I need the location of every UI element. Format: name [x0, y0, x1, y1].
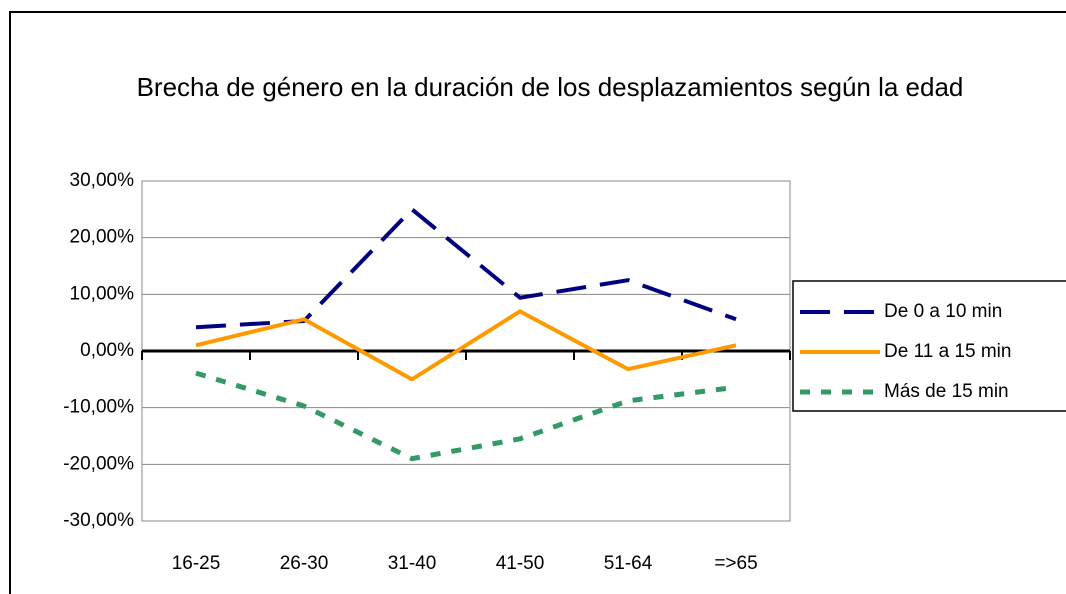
- chart-border: [9, 11, 1066, 594]
- series-line: [195, 309, 737, 382]
- x-tick-label: 26-30: [280, 553, 329, 574]
- x-tick-label: 31-40: [388, 553, 437, 574]
- y-tick-label: -10,00%: [63, 397, 134, 418]
- y-tick-label: 10,00%: [70, 283, 135, 304]
- y-tick-label: -20,00%: [63, 453, 134, 474]
- x-tick-label: 51-64: [604, 553, 653, 574]
- series-line: [195, 370, 737, 462]
- legend-label: Más de 15 min: [884, 381, 1009, 402]
- y-tick-label: 0,00%: [80, 340, 134, 361]
- series-line: [195, 207, 737, 330]
- legend-box: [792, 280, 1066, 412]
- y-tick-label: 30,00%: [70, 170, 135, 191]
- legend-label: De 0 a 10 min: [884, 301, 1002, 322]
- chart-title: Brecha de género en la duración de los d…: [136, 72, 964, 102]
- y-tick-label: -30,00%: [63, 510, 134, 531]
- x-tick-label: 41-50: [496, 553, 545, 574]
- legend-label: De 11 a 15 min: [884, 341, 1011, 362]
- y-tick-label: 20,00%: [70, 227, 135, 248]
- x-tick-label: =>65: [714, 553, 757, 574]
- x-tick-label: 16-25: [172, 553, 221, 574]
